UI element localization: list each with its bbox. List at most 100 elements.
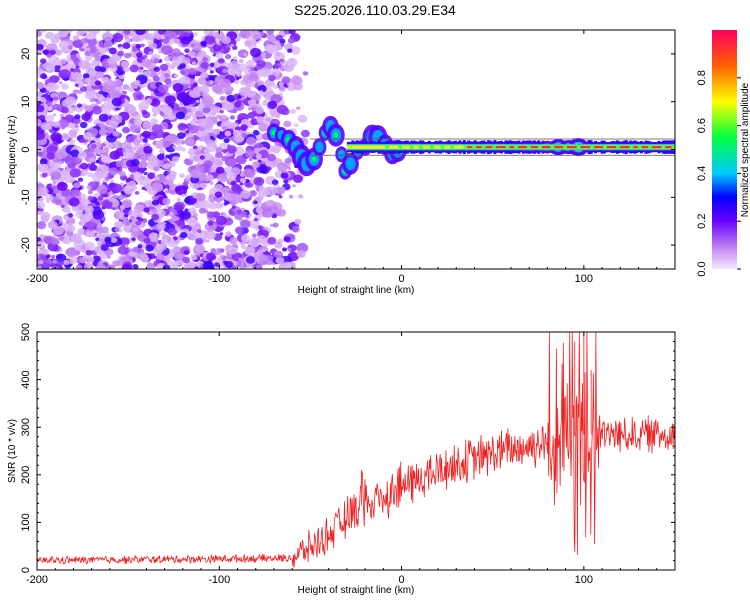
noise-blob [131,237,136,241]
noise-blob [100,244,109,252]
noise-blob [167,228,178,236]
noise-blob [128,250,136,257]
y-tick-label: 0 [20,146,32,152]
noise-blob [85,230,92,237]
noise-blob [52,226,64,236]
noise-blob [104,236,112,243]
noise-blob [215,52,224,59]
noise-blob [238,59,244,63]
noise-blob [271,144,281,154]
noise-blob [164,204,170,209]
noise-blob [46,82,58,92]
noise-blob [157,84,169,94]
noise-blob [196,118,208,127]
noise-blob [287,37,295,44]
noise-blob [212,53,217,57]
noise-blob [46,152,56,160]
noise-blob [192,61,196,65]
noise-blob [209,62,215,67]
noise-blob [109,179,114,183]
noise-blob [68,197,80,207]
noise-blob [217,173,228,183]
noise-blob [123,30,131,35]
noise-blob [121,60,130,68]
noise-blob [277,162,288,172]
noise-blob [162,197,171,205]
noise-blob [46,254,51,258]
noise-blob [131,147,136,151]
noise-blob [143,238,151,244]
noise-blob [253,77,259,82]
noise-blob [115,92,122,98]
noise-blob [227,67,235,75]
noise-blob [293,174,303,183]
noise-blob [209,70,214,74]
noise-blob [129,215,135,221]
noise-blob [234,101,242,108]
noise-blob [192,145,197,149]
spectrogram-y-axis-label: Frequency (Hz) [7,116,18,185]
carrier-dot [615,145,620,150]
noise-blob [261,249,266,253]
noise-blob [84,50,91,57]
noise-blob [52,121,61,128]
noise-blob [250,67,255,72]
noise-blob [296,106,301,110]
noise-blob [61,83,69,90]
noise-blob [235,226,245,235]
y-tick-label: 300 [20,418,32,436]
noise-blob [229,236,238,245]
noise-blob [138,69,143,73]
carrier-dot [537,145,542,150]
noise-blob [45,31,55,39]
noise-blob [245,136,257,146]
noise-blob [169,161,176,168]
carrier-dot [409,145,414,150]
noise-blob [199,155,205,160]
noise-blob [37,130,46,141]
noise-blob [100,226,109,234]
noise-blob [114,80,124,88]
noise-blob [78,60,90,70]
noise-blob [109,150,121,160]
noise-blob [290,108,297,114]
noise-blob [79,193,87,200]
noise-blob [75,264,83,269]
noise-blob [176,198,182,202]
noise-blob [77,228,86,236]
noise-blob [122,148,135,159]
noise-blob [87,190,93,195]
noise-blob [142,138,148,143]
noise-blob [258,225,263,230]
noise-blob [229,115,236,120]
noise-blob [37,67,42,74]
noise-blob [294,123,299,127]
noise-blob [63,214,69,219]
noise-blob [190,43,196,48]
noise-blob [134,191,140,195]
noise-blob [81,113,91,122]
noise-blob [135,220,142,226]
noise-blob [68,222,73,226]
noise-blob [90,143,97,149]
y-tick-label: 200 [20,466,32,484]
noise-blob [190,119,197,125]
noise-blob [297,114,308,123]
noise-blob [121,263,133,269]
x-tick-label: 100 [575,574,593,586]
noise-blob [292,226,299,233]
carrier-dot [648,145,653,150]
noise-blob [37,81,45,90]
noise-blob [224,260,234,268]
noise-blob [255,186,260,190]
noise-blob [175,186,182,192]
noise-blob [111,97,122,107]
noise-blob [209,80,214,84]
noise-blob [155,244,163,251]
noise-blob [146,263,156,269]
noise-blob [64,155,76,165]
carrier-dot [418,145,423,150]
noise-blob [195,192,206,202]
noise-blob [182,57,191,65]
